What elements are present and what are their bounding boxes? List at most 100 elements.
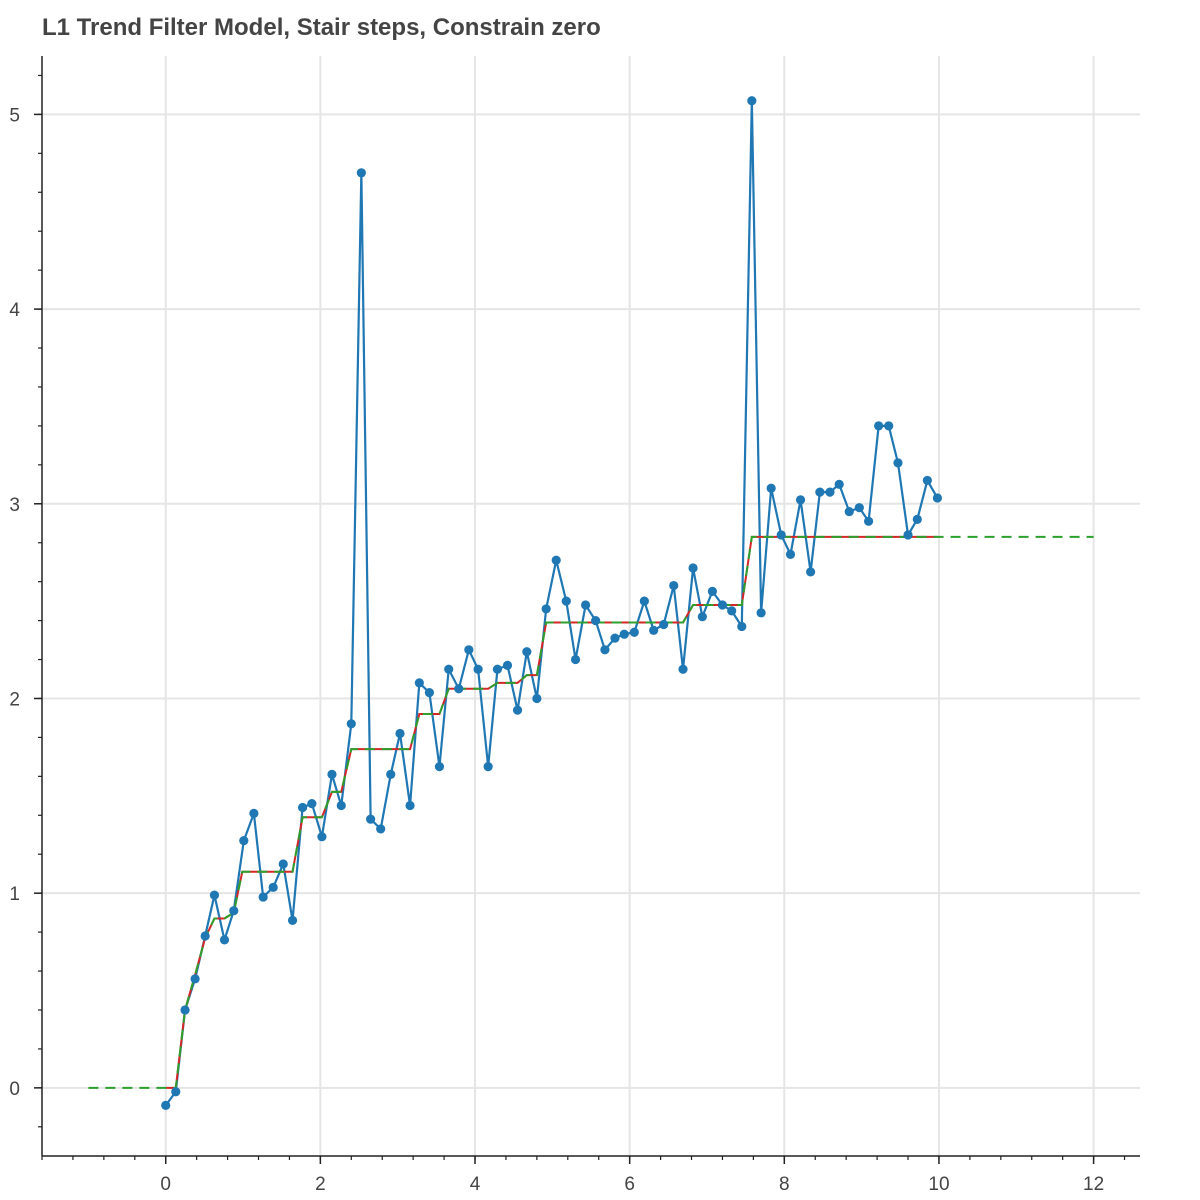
observed-point xyxy=(483,762,493,772)
observed-point xyxy=(278,859,288,869)
observed-point xyxy=(356,168,366,178)
observed-point xyxy=(659,619,669,630)
observed-point xyxy=(209,890,220,900)
x-tick-label: 8 xyxy=(779,1174,790,1195)
observed-point xyxy=(727,606,737,616)
observed-point xyxy=(707,586,717,596)
observed-point xyxy=(785,549,796,560)
observed-point xyxy=(570,654,581,665)
observed-point xyxy=(502,660,513,670)
observed-point xyxy=(756,608,766,618)
observed-point xyxy=(434,762,445,772)
grid-lines xyxy=(42,56,1140,1156)
observed-point xyxy=(639,596,649,606)
observed-point xyxy=(386,769,396,780)
observed-point xyxy=(454,684,464,694)
observed-point xyxy=(512,705,523,715)
observed-point xyxy=(464,645,474,655)
observed-point xyxy=(795,495,806,505)
observed-point xyxy=(541,604,551,614)
observed-point xyxy=(492,664,503,674)
chart-title: L1 Trend Filter Model, Stair steps, Cons… xyxy=(42,14,601,41)
observed-point xyxy=(922,475,932,486)
observed-point xyxy=(200,931,210,941)
observed-point xyxy=(327,769,337,780)
observed-point xyxy=(912,514,922,524)
x-tick-label: 12 xyxy=(1083,1174,1104,1195)
observed-point xyxy=(444,664,454,674)
y-tick-label: 0 xyxy=(9,1079,20,1100)
observed-point xyxy=(619,629,629,639)
observed-point xyxy=(551,555,561,565)
observed-point xyxy=(776,530,786,540)
observed-point xyxy=(747,96,757,106)
observed-point xyxy=(297,802,308,813)
observed-point xyxy=(932,493,943,503)
observed-point xyxy=(717,600,728,610)
fit-series-line xyxy=(165,535,938,1089)
observed-point xyxy=(561,596,571,606)
observed-point xyxy=(522,647,532,657)
observed-point xyxy=(669,580,679,591)
observed-point xyxy=(580,600,591,610)
observed-point xyxy=(287,915,298,926)
observed-point xyxy=(161,1100,171,1110)
x-tick-label: 4 xyxy=(470,1174,481,1195)
axes xyxy=(34,56,1140,1164)
observed-point xyxy=(600,645,610,655)
observed-point xyxy=(249,808,259,818)
observed-point xyxy=(532,693,542,704)
observed-point xyxy=(258,892,268,902)
observed-point xyxy=(414,678,424,688)
observed-point xyxy=(219,935,230,945)
observed-point xyxy=(317,832,327,842)
y-tick-label: 1 xyxy=(9,884,20,905)
x-tick-label: 6 xyxy=(624,1174,635,1195)
observed-point xyxy=(346,719,356,729)
x-tick-label: 2 xyxy=(315,1174,326,1195)
observed-point xyxy=(688,563,698,573)
y-tick-label: 2 xyxy=(9,689,20,710)
observed-point xyxy=(190,974,200,984)
observed-point xyxy=(629,627,639,637)
y-tick-label: 4 xyxy=(9,300,20,321)
y-tick-label: 5 xyxy=(9,105,20,126)
y-tick-label: 3 xyxy=(9,495,20,516)
observed-point xyxy=(825,487,835,497)
observed-point xyxy=(424,688,434,698)
observed-point xyxy=(336,800,346,811)
observed-point xyxy=(395,728,405,739)
observed-point xyxy=(591,616,601,626)
observed-point xyxy=(893,458,903,468)
observed-point xyxy=(405,800,415,811)
observed-point xyxy=(844,506,854,517)
observed-point xyxy=(268,882,278,892)
observed-point xyxy=(366,814,376,824)
observed-point xyxy=(737,621,747,632)
observed-point xyxy=(903,530,913,540)
observed-point xyxy=(834,479,844,489)
observed-point xyxy=(766,483,776,493)
observed-point xyxy=(815,487,825,497)
series-layer xyxy=(88,96,1094,1110)
observed-point xyxy=(884,421,894,431)
observed-point xyxy=(874,421,884,431)
observed-point xyxy=(180,1005,190,1015)
observed-point xyxy=(697,612,707,622)
observed-point xyxy=(307,799,317,809)
observed-point xyxy=(229,906,239,916)
observed-point xyxy=(376,824,386,834)
observed-point xyxy=(610,633,620,643)
extrapolation-series-line xyxy=(88,535,1094,1089)
observed-point xyxy=(806,567,816,577)
observed-point xyxy=(171,1087,181,1097)
x-tick-label: 10 xyxy=(928,1174,949,1195)
observed-point xyxy=(649,625,659,635)
observed-point xyxy=(473,664,483,674)
observed-point xyxy=(678,664,688,674)
x-tick-label: 0 xyxy=(160,1174,171,1195)
observed-point xyxy=(863,516,874,526)
observed-point xyxy=(239,836,249,846)
